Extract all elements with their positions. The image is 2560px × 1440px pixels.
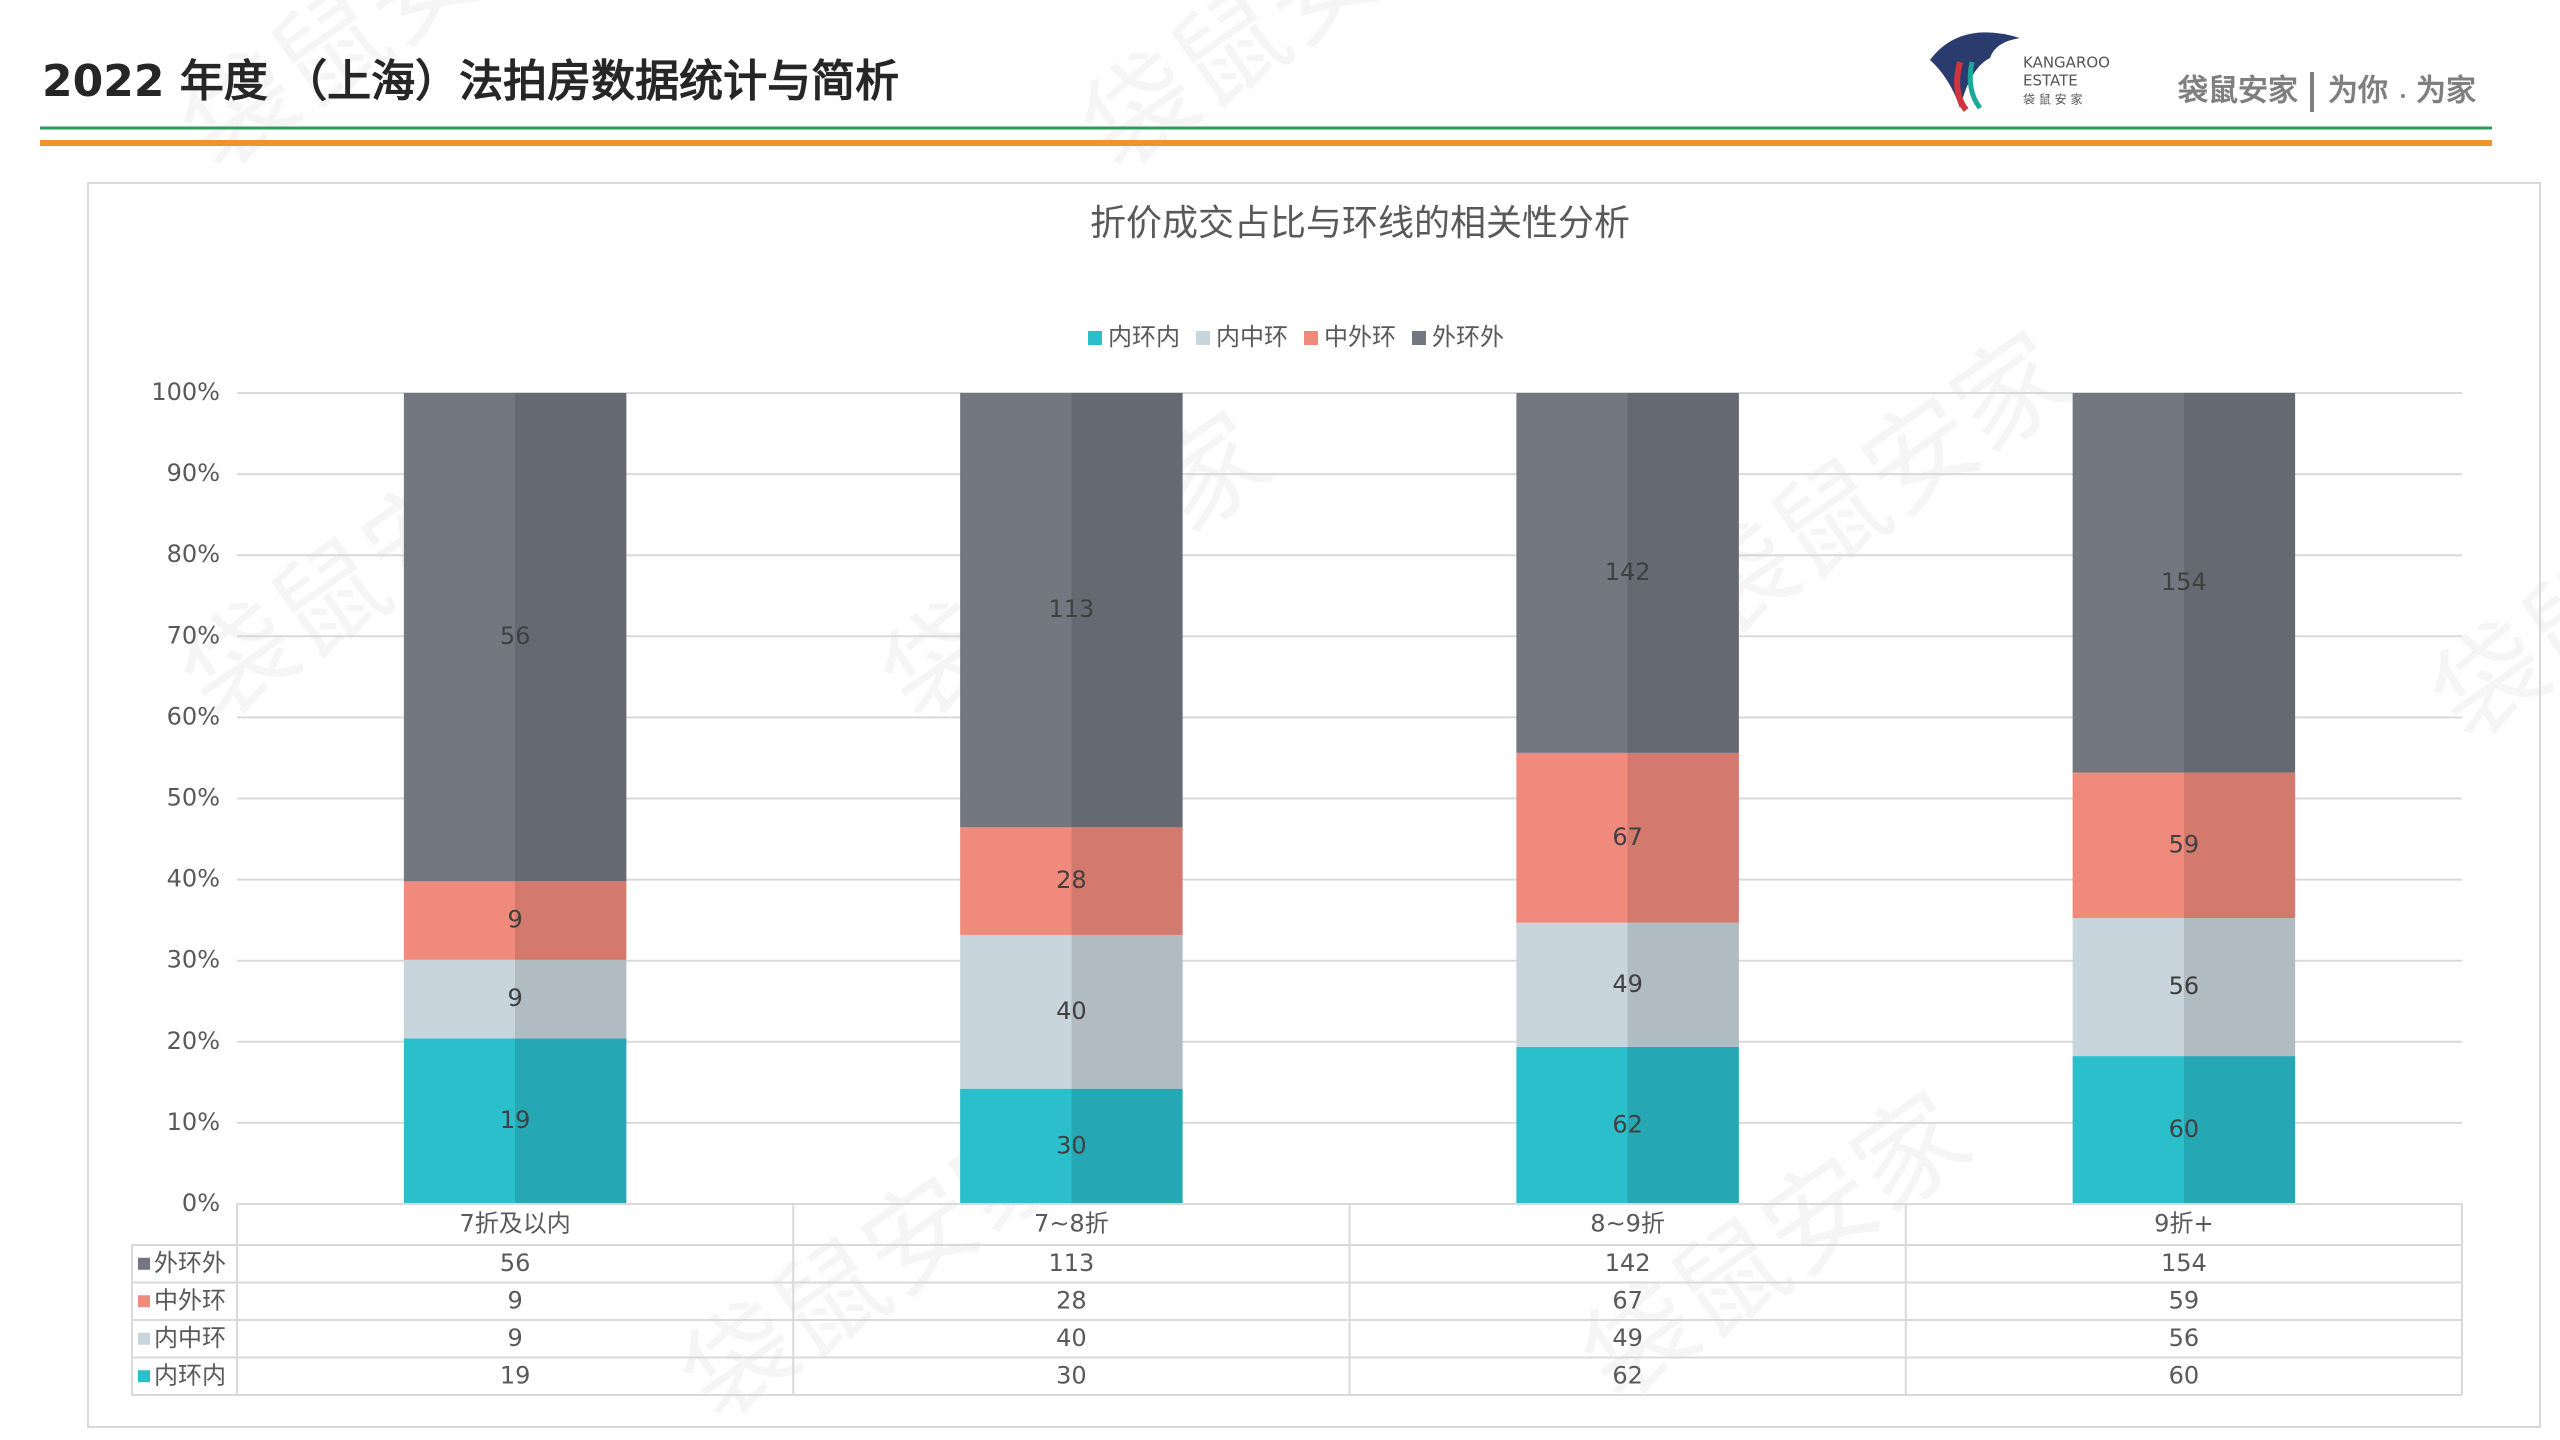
slogan: 袋鼠安家 (2177, 74, 2298, 109)
table-cell: 9 (507, 1324, 522, 1352)
bar-segment (1516, 752, 1739, 923)
bar-segment (960, 393, 1183, 828)
bar-segment (403, 881, 627, 960)
y-tick-label: 10% (167, 1108, 220, 1136)
legend-label: 外环外 (1432, 323, 1504, 351)
table-cell: 142 (1605, 1249, 1651, 1277)
table-cell: 67 (1612, 1286, 1643, 1314)
table-cell: 154 (2161, 1249, 2207, 1277)
y-tick-label: 80% (167, 540, 220, 568)
table-legend-swatch (138, 1370, 150, 1383)
y-tick-label: 90% (167, 459, 220, 487)
slogan: 为你 (2328, 74, 2388, 109)
table-cell: 28 (1056, 1286, 1087, 1314)
bar-segment (2072, 772, 2296, 919)
bar-segment (960, 827, 1183, 935)
bar-segment (960, 1088, 1183, 1204)
slogan-dot (2401, 94, 2405, 98)
data-label: 19 (500, 1106, 531, 1134)
legend-label: 内环内 (1108, 323, 1180, 351)
legend-swatch (1412, 331, 1426, 345)
watermark: 袋鼠安家 (2409, 409, 2560, 766)
table-row-label: 内中环 (154, 1324, 226, 1352)
brand-en: ESTATE (2023, 72, 2078, 90)
bar-segment (403, 393, 627, 882)
data-label: 154 (2161, 568, 2207, 596)
bar-segment (403, 1038, 627, 1204)
y-tick-label: 100% (151, 378, 220, 406)
slogan: 为家 (2416, 74, 2476, 109)
brand-en: KANGAROO (2023, 54, 2110, 72)
data-label: 56 (2169, 972, 2200, 1000)
bar-segment (2072, 393, 2296, 773)
table-cell: 62 (1612, 1361, 1643, 1389)
table-row-label: 外环外 (154, 1249, 226, 1277)
table-cell: 19 (500, 1361, 531, 1389)
y-tick-label: 60% (167, 702, 220, 730)
table-cell: 9 (507, 1286, 522, 1314)
y-tick-label: 40% (167, 865, 220, 893)
data-label: 9 (507, 984, 522, 1012)
legend-label: 中外环 (1324, 323, 1396, 351)
data-label: 60 (2169, 1115, 2200, 1143)
y-tick-label: 30% (167, 946, 220, 974)
table-row-label: 内环内 (154, 1361, 226, 1389)
logo-mark (1930, 32, 2020, 109)
table-legend-swatch (138, 1257, 150, 1270)
y-tick-label: 70% (167, 621, 220, 649)
legend-label: 内中环 (1216, 323, 1288, 351)
table-cell: 30 (1056, 1361, 1087, 1389)
table-cell: 59 (2169, 1286, 2200, 1314)
data-label: 67 (1612, 823, 1643, 851)
data-label: 113 (1048, 595, 1094, 623)
bar-segment (960, 934, 1183, 1089)
bar-segment (1516, 393, 1739, 753)
chart-frame (87, 182, 2541, 1428)
table-legend-swatch (138, 1295, 150, 1308)
data-label: 62 (1612, 1110, 1643, 1138)
data-label: 142 (1605, 558, 1651, 586)
y-tick-label: 0% (182, 1189, 220, 1217)
table-cell: 40 (1056, 1324, 1087, 1352)
table-cell: 56 (2169, 1324, 2200, 1352)
data-label: 59 (2169, 830, 2200, 858)
x-tick-label: 7折及以内 (459, 1210, 570, 1238)
table-cell: 60 (2169, 1361, 2200, 1389)
x-tick-label: 8~9折 (1590, 1210, 1665, 1238)
chart-title: 折价成交占比与环线的相关性分析 (1090, 203, 1630, 244)
table-cell: 113 (1048, 1249, 1094, 1277)
bar-segment (2072, 918, 2296, 1057)
logo: KANGAROO ESTATE 袋 鼠 安 家 (1930, 32, 2110, 112)
legend-swatch (1304, 331, 1318, 345)
legend-swatch (1196, 331, 1210, 345)
bar-segment (2072, 1056, 2296, 1204)
watermark: 袋鼠安家 (1059, 0, 1493, 196)
data-label: 49 (1612, 970, 1643, 998)
brand-cn: 袋 鼠 安 家 (2023, 92, 2082, 107)
data-label: 40 (1056, 997, 1087, 1025)
data-label: 56 (500, 622, 531, 650)
y-tick-label: 50% (167, 784, 220, 812)
table-legend-swatch (138, 1332, 150, 1345)
y-tick-label: 20% (167, 1027, 220, 1055)
data-label: 28 (1056, 866, 1087, 894)
logo-stroke (1967, 61, 1983, 110)
logo-stroke (1954, 61, 1969, 112)
bar-segment (403, 959, 627, 1039)
table-cell: 49 (1612, 1324, 1643, 1352)
bar-segment (1516, 922, 1739, 1047)
bar-segment (1516, 1046, 1739, 1204)
page-title: 2022 年度 （上海）法拍房数据统计与简析 (42, 56, 899, 107)
x-tick-label: 7~8折 (1034, 1210, 1109, 1238)
table-row-label: 中外环 (154, 1286, 226, 1314)
legend-swatch (1088, 331, 1102, 345)
x-tick-label: 9折+ (2154, 1210, 2213, 1238)
data-label: 30 (1056, 1131, 1087, 1159)
data-label: 9 (507, 906, 522, 934)
table-cell: 56 (500, 1249, 531, 1277)
